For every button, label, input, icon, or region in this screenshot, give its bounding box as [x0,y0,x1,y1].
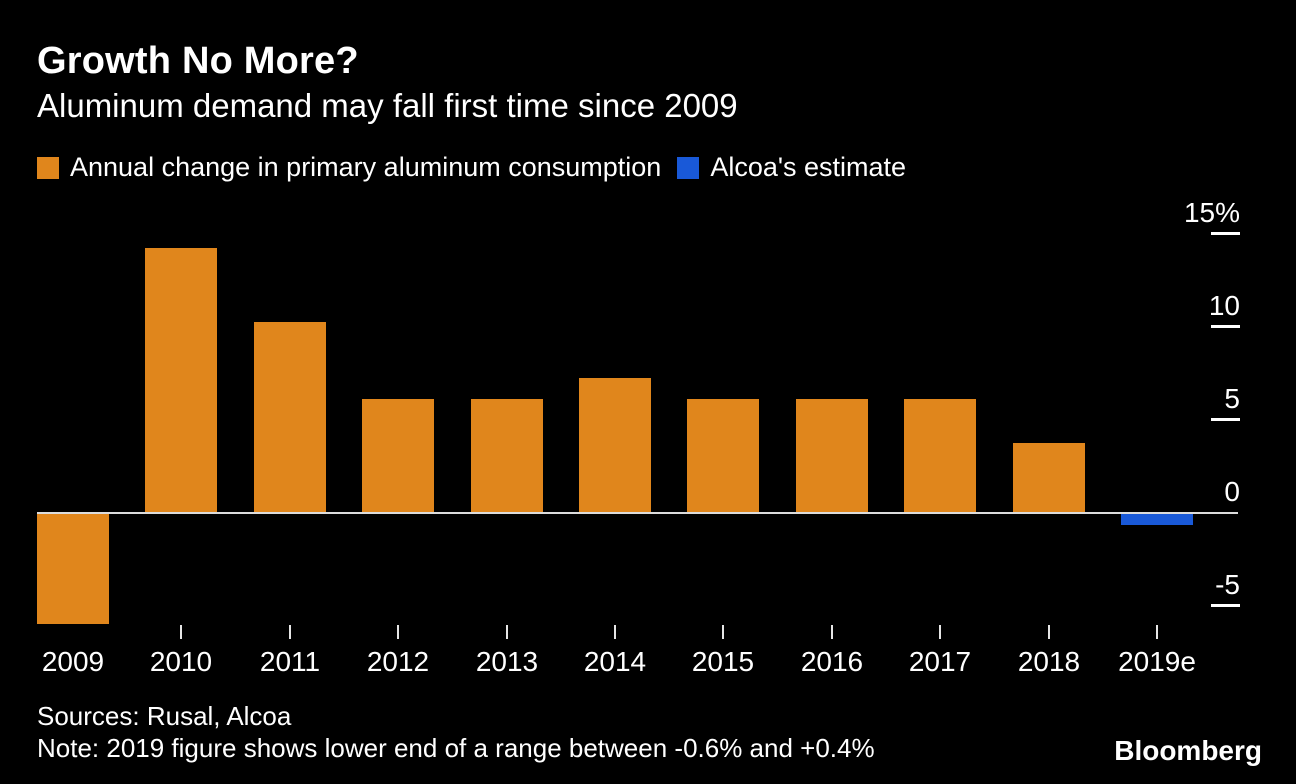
y-axis-label-0: 0 [1224,476,1240,507]
x-tick-2014 [614,625,616,639]
x-tick-2012 [397,625,399,639]
x-axis-label-2010: 2010 [149,646,213,677]
bar-2016 [796,399,868,512]
bar-2014 [579,378,651,512]
x-tick-2018 [1048,625,1050,639]
bar-2017 [904,399,976,512]
legend-label-consumption: Annual change in primary aluminum consum… [70,152,662,182]
x-tick-2010 [180,625,182,639]
legend-swatch-estimate [677,156,700,179]
x-axis-label-2013: 2013 [475,646,539,677]
y-axis-tick-15 [1211,232,1240,235]
x-axis-label-2012: 2012 [366,646,430,677]
sources-text: Sources: Rusal, Alcoa [37,701,292,731]
chart-legend: Annual change in primary aluminum consum… [37,152,906,183]
chart-subtitle: Aluminum demand may fall first time sinc… [37,87,738,124]
x-axis-label-2014: 2014 [583,646,647,677]
bar-2018 [1013,443,1085,512]
bloomberg-logo: Bloomberg [1114,735,1262,766]
x-tick-2013 [506,625,508,639]
legend-swatch-consumption [37,156,59,179]
y-axis-tick-5 [1211,418,1240,421]
bar-2013 [471,399,543,512]
y-axis-label-5: 5 [1224,383,1240,414]
y-axis-tick-10 [1211,325,1240,328]
x-axis-label-2016: 2016 [800,646,864,677]
x-axis-label-2009: 2009 [41,646,105,677]
x-tick-2019e [1156,625,1158,639]
legend-item-consumption: Annual change in primary aluminum consum… [37,152,661,183]
note-text: Note: 2019 figure shows lower end of a r… [37,733,875,763]
x-axis-label-2015: 2015 [691,646,755,677]
y-axis-label-15: 15% [1183,197,1240,228]
y-axis-label-10: 10 [1208,290,1240,321]
bar-2012 [362,399,434,512]
x-tick-2017 [939,625,941,639]
x-axis-label-2019e: 2019e [1118,646,1196,677]
y-axis-label--5: -5 [1215,569,1240,600]
legend-label-estimate: Alcoa's estimate [710,152,907,182]
x-tick-2016 [831,625,833,639]
bar-2009 [37,514,109,624]
x-tick-2015 [722,625,724,639]
x-axis-label-2018: 2018 [1017,646,1081,677]
bar-2010 [145,248,217,512]
x-axis-zero-line [37,512,1238,514]
x-axis-label-2011: 2011 [259,646,321,677]
bar-2011 [254,322,326,512]
y-axis-tick--5 [1211,604,1240,607]
chart-title: Growth No More? [37,40,359,82]
bar-2015 [687,399,759,512]
x-axis-label-2017: 2017 [908,646,972,677]
legend-item-estimate: Alcoa's estimate [677,152,906,183]
bar-2019e [1121,514,1193,525]
x-tick-2011 [289,625,291,639]
